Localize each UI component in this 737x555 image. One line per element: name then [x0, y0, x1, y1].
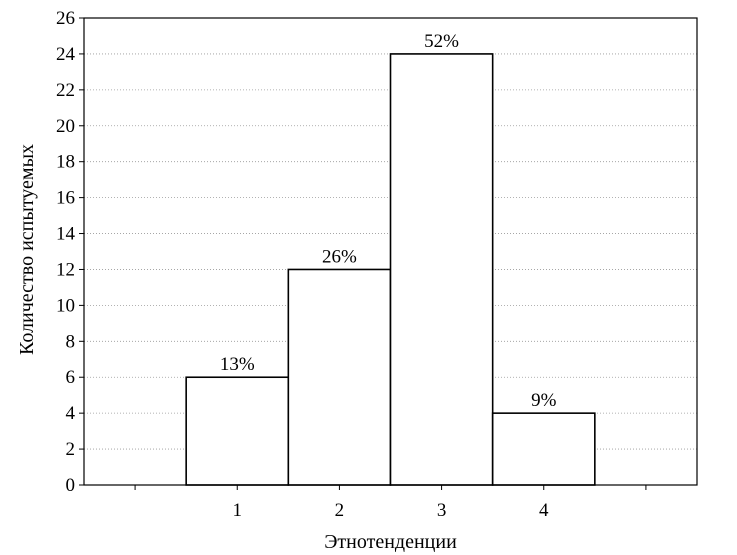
y-tick-label: 22	[56, 80, 75, 101]
y-tick-label: 20	[56, 116, 75, 137]
x-tick-label: 1	[233, 500, 243, 521]
bar-labels: 13% 26% 52% 9%	[220, 31, 557, 411]
y-tick-label: 14	[56, 224, 76, 245]
x-tick-label: 3	[437, 500, 447, 521]
bar-3	[389, 53, 494, 486]
y-tick-label: 18	[56, 152, 75, 173]
bar-1	[185, 376, 290, 486]
x-axis: 1 2 3 4	[134, 485, 647, 521]
y-tick-label: 4	[66, 403, 76, 424]
x-axis-title: Этнотенденции	[324, 531, 457, 553]
y-tick-label: 26	[56, 8, 75, 29]
plot-frame	[83, 17, 698, 486]
y-tick-label: 12	[56, 259, 75, 280]
y-axis-title: Количество испытуемых	[16, 144, 38, 355]
y-tick-label: 8	[66, 331, 76, 352]
x-tick-label: 2	[335, 500, 345, 521]
bar-4	[491, 412, 596, 486]
bar-data-label: 13%	[220, 354, 255, 375]
y-tick-label: 16	[56, 188, 75, 209]
bar-2	[287, 268, 392, 486]
x-tick-label: 4	[539, 500, 549, 521]
bar-data-label: 26%	[322, 246, 357, 267]
bar-data-label: 52%	[424, 31, 459, 52]
bars	[185, 53, 596, 486]
y-tick-label: 24	[56, 44, 76, 65]
bar-data-label: 9%	[531, 390, 557, 411]
y-tick-label: 6	[66, 367, 76, 388]
y-tick-label: 2	[66, 439, 76, 460]
y-tick-label: 0	[66, 475, 76, 496]
y-tick-label: 10	[56, 295, 75, 316]
